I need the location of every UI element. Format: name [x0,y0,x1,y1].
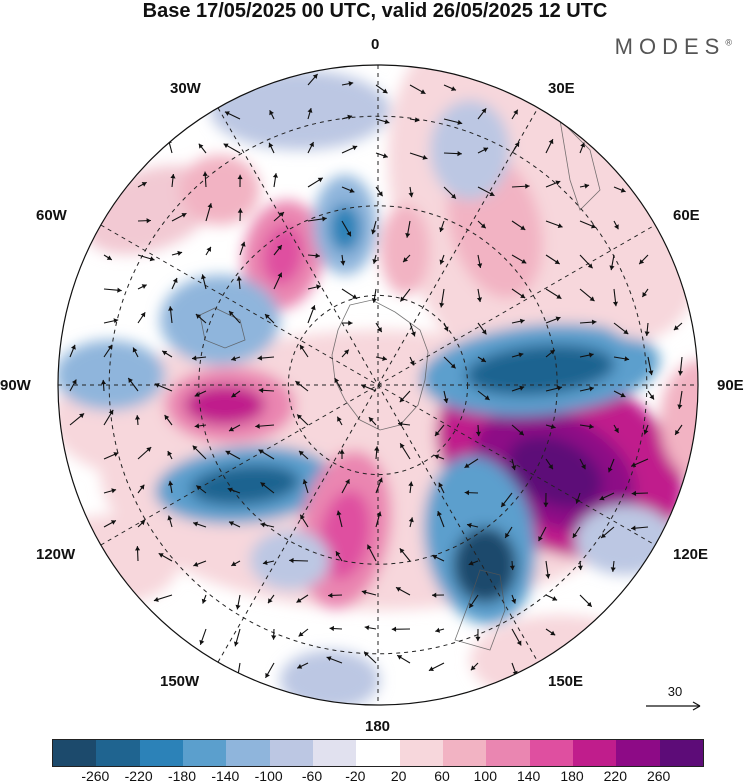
lon-label-150e: 150E [548,673,583,690]
colorbar-ticks: -260 -220 -180 -140 -100 -60 -20 20 60 100 140 180 2… [52,768,702,783]
anomaly-blob [380,205,430,295]
colorbar-swatch [183,740,226,766]
anomaly-blob [160,275,280,365]
lon-label-0: 0 [371,36,379,53]
lon-label-120e: 120E [673,546,708,563]
lon-label-30w: 30W [170,80,201,97]
arrow-right-icon [640,684,710,714]
reference-vector: 30 [640,684,710,714]
colorbar-tick-label: 180 [560,768,583,784]
colorbar-swatch [616,740,659,766]
anomaly-blob [453,527,517,603]
anomaly-blob [580,180,700,340]
colorbar-swatch [443,740,486,766]
lon-label-60w: 60W [36,207,67,224]
lon-label-120w: 120W [36,546,75,563]
lon-label-30e: 30E [548,80,575,97]
anomaly-blob [329,204,361,252]
colorbar-tick-label: 220 [604,768,627,784]
colorbar-tick-label: 60 [434,768,450,784]
colorbar-tick-label: 20 [391,768,407,784]
colorbar-tick-label: -140 [211,768,239,784]
lon-label-150w: 150W [160,673,199,690]
colorbar-tick-label: -180 [168,768,196,784]
colorbar-tick-label: -100 [255,768,283,784]
colorbar-tick-label: -20 [345,768,365,784]
colorbar-swatch [53,740,96,766]
anomaly-blob [430,100,510,200]
anomaly-field [40,0,740,720]
colorbar-tick-label: 100 [474,768,497,784]
colorbar-tick-label: 140 [517,768,540,784]
colorbar-swatch [356,740,399,766]
colorbar-swatch [226,740,269,766]
colorbar-tick-label: -60 [302,768,322,784]
anomaly-blob [185,385,265,425]
colorbar-swatch [140,740,183,766]
anomaly-blob [470,615,650,705]
colorbar-tick-label: -260 [81,768,109,784]
anomaly-blob [55,340,165,410]
colorbar-swatch [96,740,139,766]
colorbar [52,739,704,767]
colorbar-tick-label: 260 [647,768,670,784]
anomaly-blob [210,70,390,150]
lon-label-90e: 90E [717,377,744,394]
colorbar-swatch [486,740,529,766]
colorbar-swatch [660,740,703,766]
anomaly-blob [575,505,675,575]
lon-label-90w: 90W [0,377,31,394]
colorbar-swatch [313,740,356,766]
polar-map [0,0,750,735]
colorbar-swatch [573,740,616,766]
lon-label-60e: 60E [673,207,700,224]
colorbar-swatch [530,740,573,766]
colorbar-swatch [400,740,443,766]
wind-vector-head [236,674,241,679]
colorbar-swatch [270,740,313,766]
anomaly-blob [180,155,260,225]
lon-label-180: 180 [365,718,390,735]
colorbar-tick-label: -220 [125,768,153,784]
